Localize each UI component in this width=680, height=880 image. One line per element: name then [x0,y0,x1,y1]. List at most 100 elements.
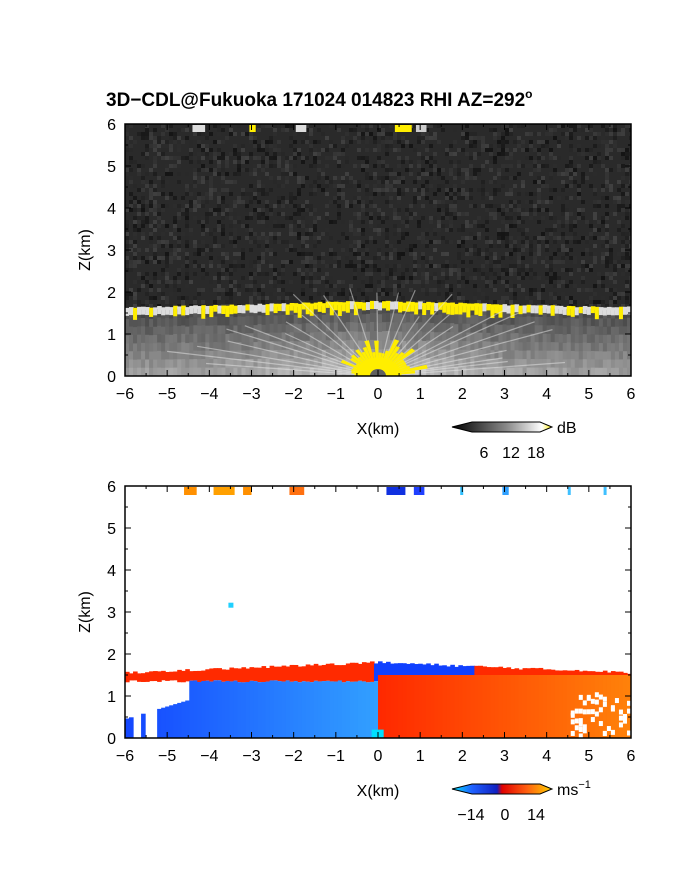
noise-cell [473,284,477,288]
noise-cell [145,272,149,276]
noise-cell [273,152,277,156]
echo-streak [197,345,379,376]
noise-cell [301,204,305,208]
echo-cell [309,315,315,325]
velocity-cell [209,668,214,682]
noise-cell [301,180,305,184]
noise-cell [621,168,625,172]
noise-cell [237,220,241,224]
noise-cell [425,272,429,276]
noise-cell [385,188,389,192]
echo-cell [610,359,616,369]
noise-cell [169,244,173,248]
noise-cell [217,220,221,224]
noise-cell [141,188,145,192]
noise-cell [389,256,393,260]
echo-cell [578,359,584,369]
noise-cell [601,140,605,144]
echo-cell [454,332,459,343]
noise-cell [301,272,305,276]
noise-cell [169,136,173,140]
noise-cell [357,252,361,256]
noise-cell [561,244,565,248]
echo-cell [185,318,190,328]
noise-cell [357,256,361,260]
noise-cell [537,180,541,184]
noise-cell [217,212,221,216]
noise-cell [497,276,501,280]
noise-cell [125,208,129,212]
echo-cell [450,314,455,324]
noise-cell [565,188,569,192]
noise-cell [429,172,433,176]
noise-cell [209,264,213,268]
noise-cell [265,300,269,304]
noise-cell [581,216,585,220]
noise-cell [549,264,553,268]
noise-cell [505,264,509,268]
noise-cell [221,232,225,236]
noise-cell [601,164,605,168]
echo-cell [141,317,146,327]
echo-cell [225,317,231,327]
noise-cell [469,232,473,236]
noise-cell [581,280,585,284]
noise-cell [453,184,457,188]
noise-cell [221,288,225,292]
noise-cell [617,188,621,192]
noise-cell [153,280,157,284]
velocity-cell [249,667,255,681]
echo-cell [285,341,291,351]
noise-cell [505,252,509,256]
noise-cell [133,252,137,256]
noise-cell [457,252,461,256]
noise-cell [233,204,237,208]
x-tick-label: −2 [285,386,303,403]
noise-cell [517,216,521,220]
noise-cell [237,164,241,168]
noise-cell [625,292,629,296]
noise-cell [397,208,401,212]
noise-cell [305,264,309,268]
layer-top-cell [386,300,391,311]
noise-cell [205,248,209,252]
echo-cell [470,341,475,351]
velocity-cell [237,682,243,738]
echo-cell [514,358,520,369]
noise-cell [473,216,477,220]
echo-cell [185,351,190,361]
echo-cell [325,349,331,359]
noise-cell [457,168,461,172]
echo-cell [221,316,226,326]
noise-cell [489,152,493,156]
noise-cell [309,256,313,260]
noise-cell [449,152,453,156]
noise-cell [529,248,533,252]
echo-cell [349,313,355,323]
noise-cell [413,200,417,204]
echo-cell [317,340,323,350]
echo-cell [225,350,231,360]
noise-cell [149,284,153,288]
cloud-echo [415,125,427,132]
noise-cell [417,136,421,140]
echo-cell [502,341,508,351]
noise-cell [397,164,401,168]
noise-cell [313,188,317,192]
echo-cell [518,350,524,360]
noise-cell [301,160,305,164]
noise-cell [549,256,553,260]
noise-cell [341,180,345,184]
echo-cell [129,343,134,352]
noise-cell [385,136,389,140]
noise-cell [329,236,333,240]
echo-cell [273,315,279,325]
noise-cell [605,176,609,180]
echo-cell [458,314,463,324]
noise-cell [461,240,465,244]
noise-cell [529,204,533,208]
layer-top-cell [570,306,576,317]
noise-cell [313,288,317,292]
noise-cell [345,296,349,300]
noise-cell [613,268,617,272]
